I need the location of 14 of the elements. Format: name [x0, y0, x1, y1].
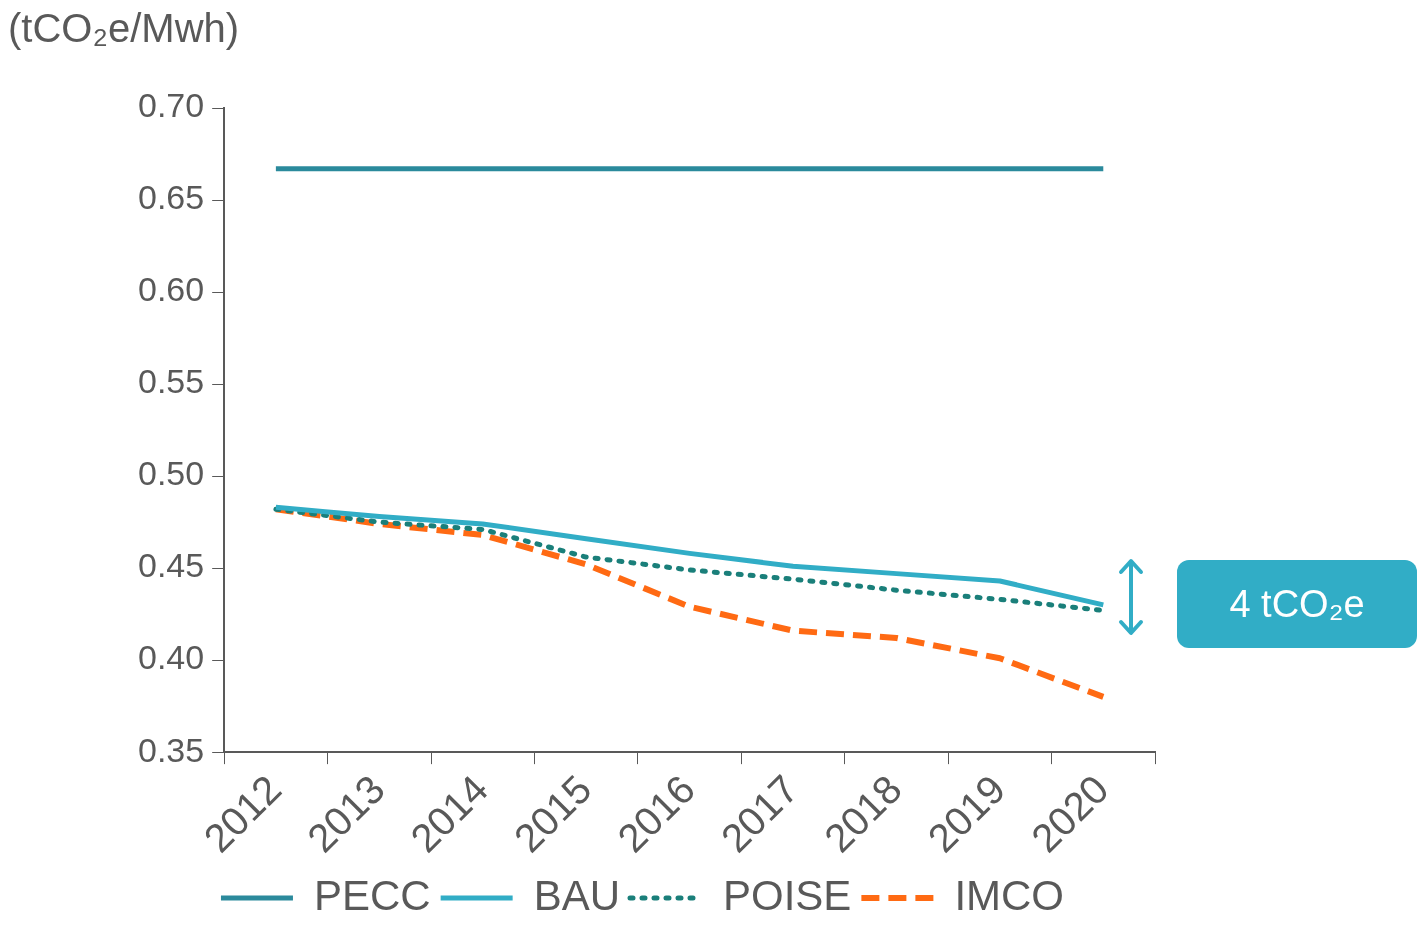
legend-label: BAU — [533, 871, 621, 919]
legend-label: PECC — [313, 871, 431, 919]
legend-label: IMCO — [954, 871, 1065, 919]
text: 4 tCO₂e — [1177, 560, 1417, 648]
y-tick-label: 0.60 — [137, 270, 205, 309]
legend-label: POISE — [723, 871, 852, 919]
y-tick-label: 0.35 — [137, 730, 205, 769]
y-axis-title: (tCO₂e/Mwh) — [8, 6, 240, 51]
y-tick-label: 0.65 — [137, 178, 205, 217]
y-tick-label: 0.50 — [137, 454, 205, 493]
y-tick-label: 0.55 — [137, 362, 205, 401]
y-tick-label: 0.45 — [137, 546, 205, 585]
y-tick-label: 0.40 — [137, 638, 205, 677]
y-tick-label: 0.70 — [137, 86, 205, 125]
